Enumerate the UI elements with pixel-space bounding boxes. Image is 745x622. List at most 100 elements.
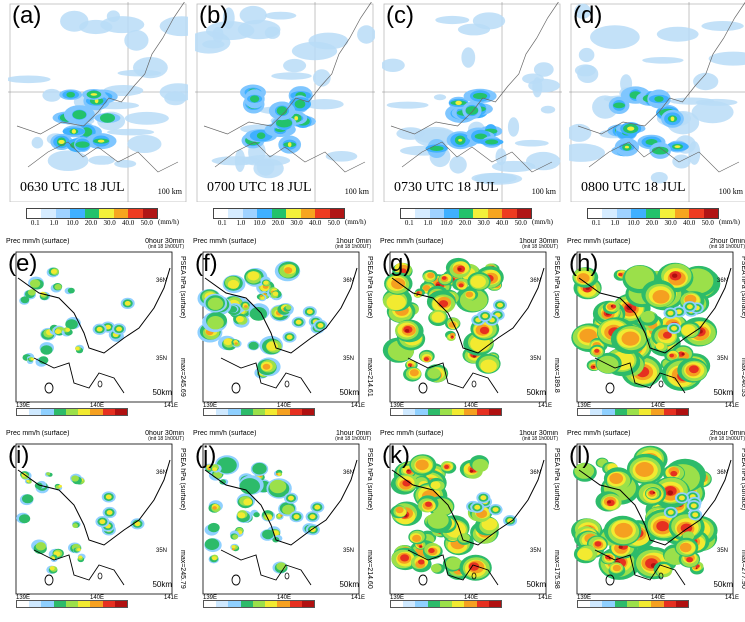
longitude-label: 139E <box>390 595 405 601</box>
radar-panel-b: (b) 0700 UTC 18 JUL 100 km 0.1 1.0 10.0 20.0 30… <box>195 2 375 230</box>
colorbar-swatch <box>17 601 30 607</box>
model-scale-label: 50km <box>526 388 546 397</box>
longitude-label: 140E <box>277 403 292 409</box>
colorbar-swatch <box>444 209 459 218</box>
colorbar-tick: 40.0 <box>309 219 322 227</box>
forecast-time: 1hour 0min (init 18 1h00UT) <box>335 430 371 443</box>
latitude-label: 36N <box>156 278 168 284</box>
side-label: PSEA hPa (surface) <box>179 256 186 319</box>
side-label: PSEA hPa (surface) <box>740 448 745 511</box>
radar-panel-a: (a) 0630 UTC 18 JUL 100 km 0.1 1.0 10.0 20.0 30… <box>8 2 188 230</box>
latitude-label: 35N <box>343 548 355 554</box>
colorbar-swatch <box>403 409 416 415</box>
panel-label: (a) <box>12 2 42 29</box>
longitude-label: 139E <box>577 595 592 601</box>
forecast-time: 0hour 30min (init 18 1h00UT) <box>145 430 184 443</box>
model-colorbar <box>203 600 315 608</box>
colorbar-swatch <box>675 601 688 607</box>
colorbar-swatch <box>427 601 440 607</box>
colorbar-swatch <box>265 601 278 607</box>
forecast-time-label: 0hour 30min <box>145 430 184 437</box>
colorbar-ticks: 0.1 1.0 10.0 20.0 30.0 40.0 50.0 <box>587 219 717 227</box>
observation-time: 0730 UTC 18 JUL <box>394 180 499 195</box>
colorbar-ticks: 0.1 1.0 10.0 20.0 30.0 40.0 50.0 <box>213 219 343 227</box>
colorbar-swatch <box>29 601 42 607</box>
scale-label: 100 km <box>344 187 369 196</box>
model-header: Prec mm/h (surface) <box>380 238 444 245</box>
colorbar-swatch <box>216 409 229 415</box>
colorbar-swatch <box>415 601 428 607</box>
observation-time: 0800 UTC 18 JUL <box>581 180 686 195</box>
longitude-label: 139E <box>390 403 405 409</box>
forecast-time: 0hour 30min (init 18 1h00UT) <box>145 238 184 251</box>
colorbar-tick: 0.1 <box>404 219 414 227</box>
longitude-label: 140E <box>277 595 292 601</box>
model-header: Prec mm/h (surface) <box>193 238 257 245</box>
model-scale-label: 50km <box>152 388 172 397</box>
model-colorbar <box>203 408 315 416</box>
radar-map <box>8 2 188 202</box>
latitude-label: 36N <box>343 278 355 284</box>
longitude-label: 141E <box>538 595 553 601</box>
colorbar-tick: 30.0 <box>290 219 303 227</box>
colorbar-tick: 1.0 <box>49 219 59 227</box>
colorbar-swatch <box>113 209 129 218</box>
init-time-label: (init 18 1h00UT) <box>709 436 745 443</box>
colorbar-tick: 30.0 <box>477 219 490 227</box>
forecast-time-label: 1hour 0min <box>335 238 371 245</box>
colorbar-tick: 40.0 <box>122 219 135 227</box>
colorbar-swatch <box>228 601 241 607</box>
model-header: Prec mm/h (surface) <box>6 430 70 437</box>
colorbar-tick: 10.0 <box>253 219 266 227</box>
radar-panel-d: (d) 0800 UTC 18 JUL 100 km 0.1 1.0 10.0 20.0 30… <box>569 2 745 230</box>
colorbar-tick: 10.0 <box>627 219 640 227</box>
model-header: Prec mm/h (surface) <box>6 238 70 245</box>
forecast-time: 1hour 0min (init 18 1h00UT) <box>335 238 371 251</box>
colorbar-swatch <box>128 209 143 218</box>
colorbar-swatch <box>663 409 676 415</box>
radar-map <box>569 2 745 202</box>
colorbar-unit: (mm/h) <box>345 218 366 226</box>
colorbar-swatch <box>41 601 54 607</box>
longitude-label: 140E <box>651 403 666 409</box>
side-label: PSEA hPa (surface) <box>553 448 560 511</box>
longitude-label: 139E <box>16 403 31 409</box>
init-time-label: (init 18 1h00UT) <box>522 436 558 443</box>
colorbar-swatch <box>626 409 640 415</box>
forecast-time-label: 1hour 0min <box>335 430 371 437</box>
colorbar-swatch <box>464 409 477 415</box>
colorbar-swatch <box>452 601 465 607</box>
model-map <box>571 251 734 403</box>
model-panel-j: Prec mm/h (surface) 1hour 0min (init 18 1h… <box>191 430 373 608</box>
colorbar-swatch <box>102 601 115 607</box>
side-label: PSEA hPa (surface) <box>553 256 560 319</box>
latitude-label: 35N <box>530 548 542 554</box>
colorbar-swatch <box>578 409 591 415</box>
model-scale-label: 50km <box>713 580 733 589</box>
radar-panel-c: (c) 0730 UTC 18 JUL 100 km 0.1 1.0 10.0 20.0 30… <box>382 2 562 230</box>
colorbar-swatch <box>99 209 114 218</box>
radar-colorbar <box>587 208 719 219</box>
longitude-label: 141E <box>164 595 179 601</box>
init-time-label: (init 18 1h00UT) <box>335 436 371 443</box>
longitude-label: 141E <box>725 403 740 409</box>
colorbar-swatch <box>78 601 91 607</box>
colorbar-tick: 1.0 <box>423 219 433 227</box>
colorbar-swatch <box>639 601 652 607</box>
colorbar-swatch <box>289 601 302 607</box>
colorbar-swatch <box>651 409 664 415</box>
colorbar-swatch <box>53 409 66 415</box>
model-map <box>197 251 360 403</box>
panel-label: (i) <box>8 442 30 469</box>
colorbar-swatch <box>242 209 258 218</box>
colorbar-swatch <box>703 209 718 218</box>
colorbar-swatch <box>578 601 591 607</box>
colorbar-swatch <box>464 601 477 607</box>
panel-label: (j) <box>195 442 217 469</box>
model-colorbar <box>390 408 502 416</box>
colorbar-swatch <box>616 209 632 218</box>
colorbar-swatch <box>114 601 127 607</box>
colorbar-tick: 10.0 <box>66 219 79 227</box>
max-value-label: max=189.8 <box>553 358 560 393</box>
colorbar-tick: 50.0 <box>327 219 340 227</box>
